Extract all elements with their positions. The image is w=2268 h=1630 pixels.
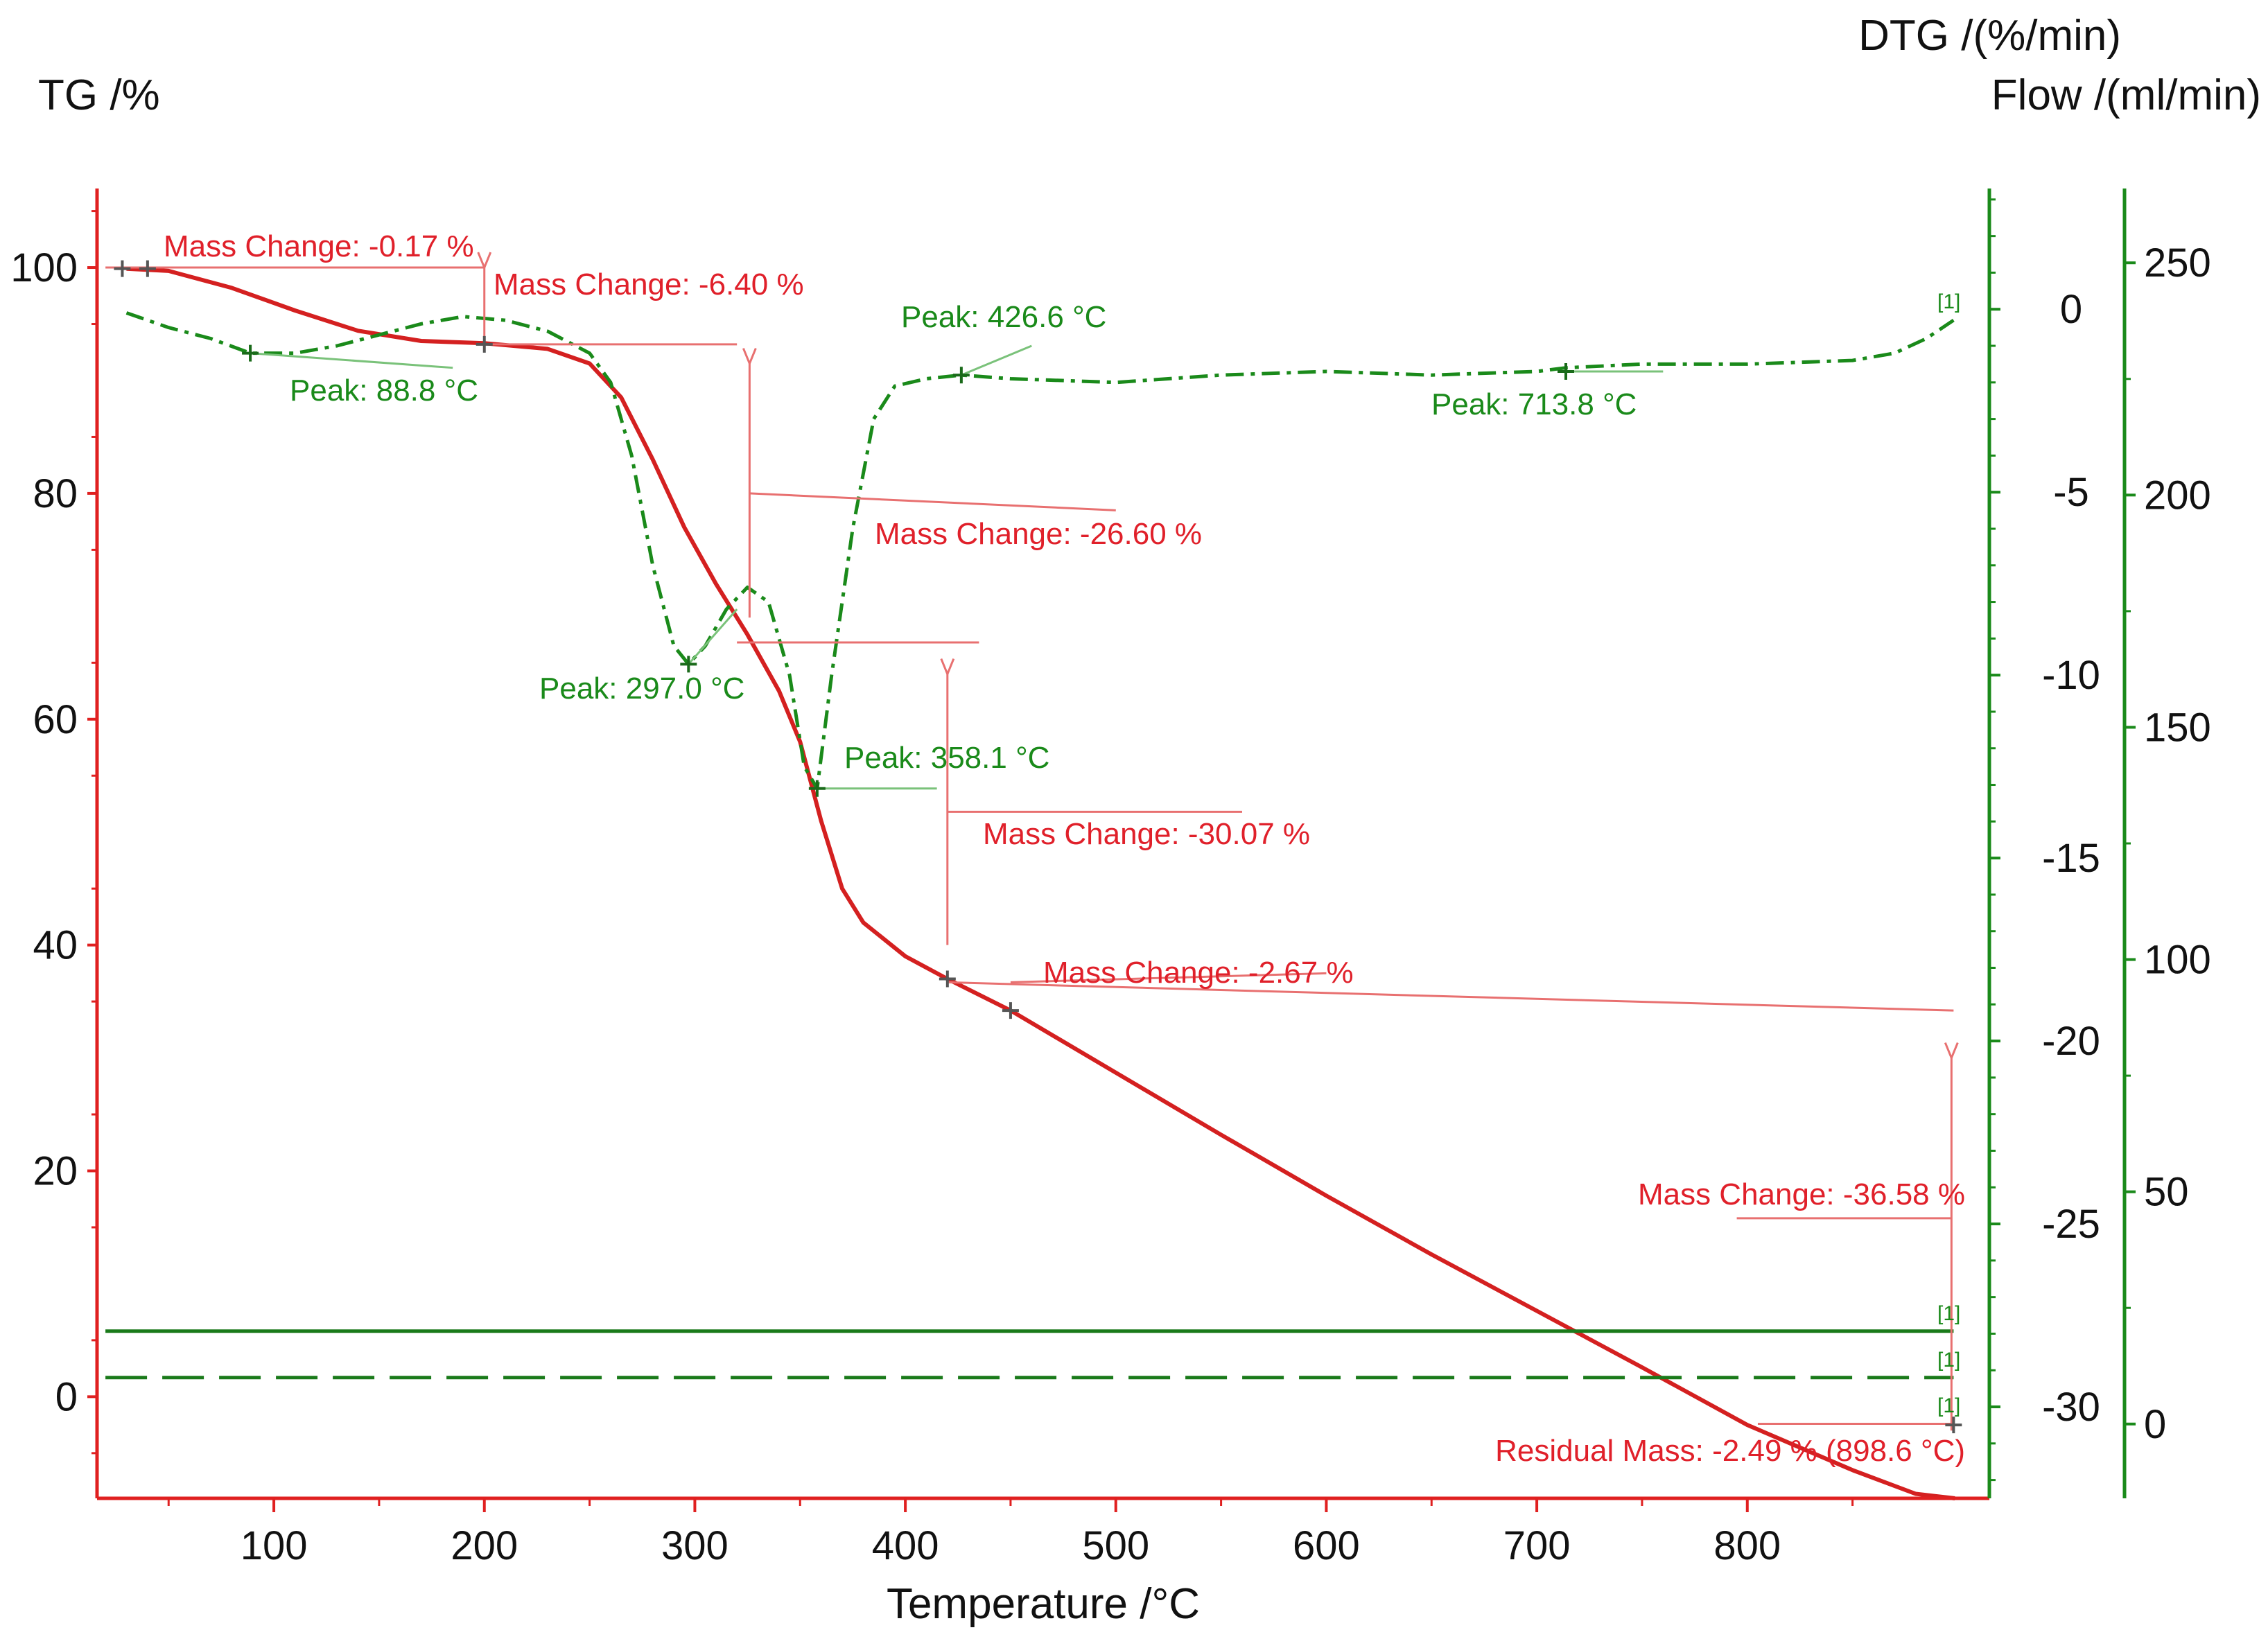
mass-arrow-4-head — [1944, 1042, 1959, 1061]
tg-tick-label: 0 — [55, 1374, 78, 1419]
dtg-tick-label: -15 — [2042, 836, 2100, 881]
mass-change-label-1: Mass Change: -0.17 % — [164, 229, 474, 263]
tg-axis-title: TG /% — [38, 71, 160, 119]
dtg-axis-title: DTG /(%/min) — [1858, 12, 2121, 60]
dtg-tick-label: -20 — [2042, 1019, 2100, 1064]
flow-tick-label: 0 — [2144, 1402, 2166, 1447]
tg-tick-label: 60 — [33, 697, 78, 742]
leader-mass-3 — [749, 492, 1116, 511]
flow-tick-label: 150 — [2144, 705, 2211, 750]
dtg-curve-tag: [1] — [1937, 290, 1960, 313]
peak-label-2: Peak: 297.0 °C — [539, 672, 744, 706]
tg-step-marker-5 — [1002, 1002, 1019, 1019]
peak-leader-4 — [961, 344, 1032, 376]
x-axis-title: Temperature /°C — [887, 1580, 1200, 1628]
flow-tick-label: 250 — [2144, 240, 2211, 286]
tg-step-marker-2 — [139, 260, 156, 277]
dtg-tick-label: -10 — [2042, 653, 2100, 698]
ref-line-35 — [947, 981, 1954, 1012]
mass-change-label-6: Mass Change: -36.58 % — [1638, 1177, 1965, 1211]
flow-tick-label: 200 — [2144, 473, 2211, 518]
mass-change-label-5: Mass Change: -2.67 % — [1043, 956, 1354, 990]
peak-leader-2 — [688, 608, 738, 665]
mass-change-label-4: Mass Change: -30.07 % — [983, 817, 1310, 851]
x-tick-label: 300 — [661, 1523, 729, 1568]
tg-tick-label: 20 — [33, 1149, 78, 1194]
peak-marker-3 — [808, 780, 826, 797]
series-tg — [126, 266, 1955, 1500]
peak-leader-1 — [250, 352, 453, 369]
tg-step-marker-3 — [476, 335, 493, 353]
mass-change-label-2: Mass Change: -6.40 % — [494, 268, 804, 301]
tg-tick-label: 40 — [33, 923, 78, 968]
flow-tick-label: 50 — [2144, 1170, 2189, 1215]
peak-label-3: Peak: 358.1 °C — [844, 741, 1049, 775]
peak-label-5: Peak: 713.8 °C — [1431, 387, 1637, 421]
x-tick-label: 400 — [872, 1523, 939, 1568]
flow1-curve-tag: [1] — [1937, 1302, 1960, 1325]
residual-mass-label: Residual Mass: -2.49 % (898.6 °C) — [1495, 1434, 1965, 1468]
mass-arrow-3-head — [940, 658, 955, 677]
flow2-curve-tag: [1] — [1937, 1349, 1960, 1372]
dtg-tick-label: -30 — [2042, 1385, 2100, 1430]
annotations-layer — [105, 252, 1962, 1434]
peak-marker-2 — [680, 656, 697, 673]
leader-mass-5 — [1010, 972, 1327, 983]
dtg-tick-label: -25 — [2042, 1202, 2100, 1247]
x-tick-label: 200 — [451, 1523, 518, 1568]
tg-step-marker-6 — [1945, 1417, 1962, 1434]
dtg-tick-label: 0 — [2060, 287, 2082, 332]
tg-step-marker-1 — [114, 260, 131, 277]
tg-curve-tag: [1] — [1937, 1394, 1960, 1417]
peak-marker-1 — [242, 344, 259, 362]
x-tick-label: 800 — [1713, 1523, 1781, 1568]
peak-label-4: Peak: 426.6 °C — [901, 300, 1106, 334]
peak-marker-5 — [1558, 362, 1575, 380]
mass-arrow-2-head — [742, 347, 757, 367]
tg-tick-label: 80 — [33, 471, 78, 516]
mass-arrow-1-head — [477, 252, 492, 271]
flow-axis-title: Flow /(ml/min) — [1991, 71, 2261, 119]
peak-label-1: Peak: 88.8 °C — [290, 374, 478, 408]
tg-step-marker-4 — [939, 970, 956, 988]
tg-tick-label: 100 — [10, 245, 78, 290]
mass-change-label-3: Mass Change: -26.60 % — [875, 517, 1202, 551]
x-tick-label: 100 — [241, 1523, 308, 1568]
x-tick-label: 700 — [1503, 1523, 1571, 1568]
series-dtg — [125, 311, 1955, 791]
curves-layer — [105, 266, 1955, 1500]
peak-marker-4 — [952, 367, 970, 384]
dtg-tick-label: -5 — [2053, 470, 2089, 515]
ticks-layer: 100 200 300 400 500 600 700 8000204060801000-5-… — [10, 198, 2211, 1568]
x-tick-label: 500 — [1082, 1523, 1149, 1568]
x-tick-label: 600 — [1293, 1523, 1360, 1568]
flow-tick-label: 100 — [2144, 938, 2211, 983]
